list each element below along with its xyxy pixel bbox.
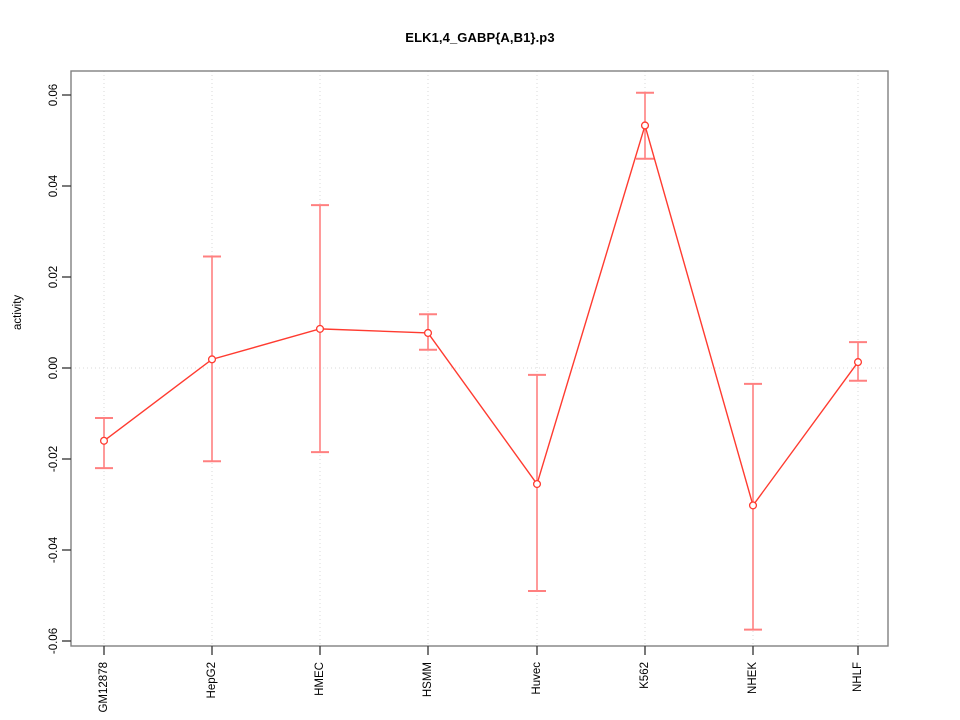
data-point-nhlf — [853, 358, 863, 367]
x-axis: GM12878 HepG2 HMEC HSMM Huvec K562 NHEK NHLF — [98, 646, 864, 713]
y-tick-label: 0.02 — [48, 266, 60, 288]
data-point-k562 — [640, 121, 650, 130]
x-tick-label-hmec: HMEC — [314, 662, 326, 696]
x-tick-label-gm12878: GM12878 — [98, 662, 110, 713]
y-tick-label: -0.04 — [48, 536, 60, 563]
x-tick-label-hepg2: HepG2 — [206, 662, 218, 698]
data-point-gm12878 — [99, 436, 109, 445]
x-tick-label-nhek: NHEK — [747, 662, 759, 694]
y-axis: 0.06 0.04 0.02 0.00 -0.02 -0.04 -0.06 — [48, 84, 71, 654]
data-point-hmec — [315, 324, 325, 333]
y-tick-label: 0.00 — [48, 357, 60, 379]
data-points-group — [99, 121, 863, 510]
page-title: ELK1,4_GABP{A,B1}.p3 — [405, 30, 555, 45]
data-point-hepg2 — [207, 355, 217, 364]
plot-frame — [70, 70, 889, 647]
x-tick-label-huvec: Huvec — [531, 662, 543, 695]
x-tick-label-hsmm: HSMM — [422, 662, 434, 697]
y-tick-label: 0.04 — [48, 174, 60, 197]
y-tick-label: -0.06 — [48, 628, 60, 654]
y-tick-label: -0.02 — [48, 446, 60, 472]
data-point-hsmm — [423, 328, 433, 338]
data-point-huvec — [532, 479, 542, 489]
data-line — [103, 122, 859, 507]
x-tick-label-nhlf: NHLF — [852, 662, 864, 692]
y-tick-label: 0.06 — [48, 84, 60, 106]
x-tick-label-k562: K562 — [639, 662, 651, 689]
series-line-activity — [103, 122, 859, 507]
data-point-nhek — [748, 501, 758, 510]
